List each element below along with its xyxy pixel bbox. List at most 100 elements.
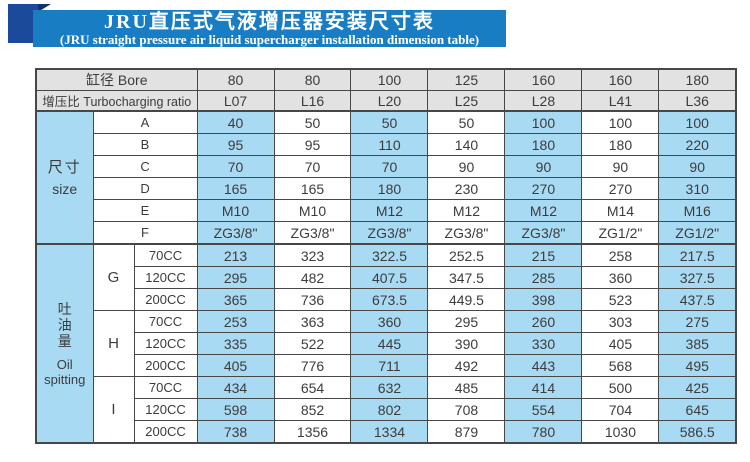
- oil-value-cell: 360: [581, 266, 660, 289]
- oil-value-cell: 398: [504, 288, 583, 311]
- dim-value-cell: 40: [196, 110, 275, 134]
- oil-value-cell: 322.5: [350, 243, 429, 267]
- dim-value-cell: 220: [658, 133, 737, 156]
- ratio-value-cell: L36: [658, 90, 737, 112]
- oil-section-label-line: spitting: [44, 371, 86, 387]
- oil-value-cell: 1356: [273, 420, 352, 444]
- dim-value-cell: 165: [196, 177, 275, 200]
- oil-cc-label: 200CC: [133, 420, 198, 444]
- ratio-value-cell: L25: [427, 90, 506, 112]
- oil-section-label-line: 吐: [57, 300, 72, 317]
- dim-value-cell: 70: [196, 155, 275, 178]
- dim-value-cell: ZG3/8": [427, 221, 506, 245]
- dim-row-label: F: [92, 221, 198, 245]
- oil-value-cell: 879: [427, 420, 506, 444]
- dim-value-cell: ZG3/8": [196, 221, 275, 245]
- ratio-value-cell: L07: [196, 90, 275, 112]
- oil-value-cell: 1334: [350, 420, 429, 444]
- dim-value-cell: M16: [658, 199, 737, 222]
- oil-group-label: H: [92, 310, 135, 377]
- dim-value-cell: 100: [504, 110, 583, 134]
- oil-value-cell: 390: [427, 332, 506, 355]
- oil-value-cell: 586.5: [658, 420, 737, 444]
- table-row: 200CC 405 776 711 492 443 568 495: [36, 354, 737, 377]
- bore-value-cell: 80: [273, 68, 352, 91]
- oil-value-cell: 405: [196, 354, 275, 377]
- oil-value-cell: 303: [581, 310, 660, 333]
- oil-value-cell: 708: [427, 398, 506, 421]
- table-row: 缸径 Bore 80 80 100 125 160 160 180: [35, 68, 737, 91]
- oil-value-cell: 327.5: [658, 266, 737, 289]
- dim-value-cell: 180: [504, 133, 583, 156]
- table-row: C 70 70 70 90 90 90 90: [36, 155, 737, 178]
- bore-value-cell: 100: [350, 68, 429, 91]
- oil-section-label-line: Oil: [56, 356, 73, 372]
- oil-value-cell: 492: [427, 354, 506, 377]
- dim-value-cell: 140: [427, 133, 506, 156]
- oil-value-cell: 736: [273, 288, 352, 311]
- dim-value-cell: 50: [273, 110, 352, 134]
- bore-value-cell: 80: [196, 68, 275, 91]
- dim-value-cell: 90: [581, 155, 660, 178]
- oil-value-cell: 360: [350, 310, 429, 333]
- oil-value-cell: 673.5: [350, 288, 429, 311]
- table-row: 120CC 598 852 802 708 554 704 645: [36, 398, 737, 421]
- dim-value-cell: ZG1/2": [581, 221, 660, 245]
- dim-value-cell: M10: [273, 199, 352, 222]
- oil-cc-label: 120CC: [133, 266, 198, 289]
- table-row: 200CC 365 736 673.5 449.5 398 523 437.5: [36, 288, 737, 311]
- table-row: 200CC 738 1356 1334 879 780 1030 586.5: [36, 420, 737, 444]
- bore-value-cell: 180: [658, 68, 737, 91]
- oil-value-cell: 260: [504, 310, 583, 333]
- oil-value-cell: 495: [658, 354, 737, 377]
- oil-value-cell: 522: [273, 332, 352, 355]
- dim-value-cell: 90: [504, 155, 583, 178]
- bore-value-cell: 125: [427, 68, 506, 91]
- oil-cc-label: 200CC: [133, 354, 198, 377]
- oil-value-cell: 485: [427, 376, 506, 399]
- dimension-table-body: 缸径 Bore 80 80 100 125 160 160 180 增压比 Turbocharg…: [35, 68, 737, 444]
- oil-value-cell: 449.5: [427, 288, 506, 311]
- page-title-zh: JRU直压式气液增压器安装尺寸表: [104, 11, 435, 33]
- oil-cc-label: 70CC: [133, 243, 198, 267]
- dim-value-cell: M12: [427, 199, 506, 222]
- size-section-label-line: 尺寸: [47, 158, 82, 176]
- oil-value-cell: 443: [504, 354, 583, 377]
- dim-value-cell: M12: [504, 199, 583, 222]
- oil-value-cell: 776: [273, 354, 352, 377]
- oil-value-cell: 568: [581, 354, 660, 377]
- oil-value-cell: 852: [273, 398, 352, 421]
- dim-row-label: D: [92, 177, 198, 200]
- title-banner: JRU直压式气液增压器安装尺寸表 (JRU straight pressure …: [33, 10, 506, 47]
- oil-value-cell: 711: [350, 354, 429, 377]
- oil-group-label: G: [92, 243, 135, 311]
- table-row: 120CC 335 522 445 390 330 405 385: [36, 332, 737, 355]
- dim-row-label: B: [92, 133, 198, 156]
- dimension-table: 缸径 Bore 80 80 100 125 160 160 180 增压比 Turbocharg…: [35, 68, 737, 444]
- size-section-label: 尺寸 size: [35, 110, 94, 245]
- table-row: 尺寸 size A 40 50 50 50 100 100 100: [35, 110, 737, 245]
- dim-value-cell: 90: [658, 155, 737, 178]
- oil-value-cell: 213: [196, 243, 275, 267]
- dim-row-label: E: [92, 199, 198, 222]
- dim-value-cell: 100: [658, 110, 737, 134]
- dim-value-cell: 180: [581, 133, 660, 156]
- oil-value-cell: 598: [196, 398, 275, 421]
- oil-value-cell: 445: [350, 332, 429, 355]
- table-row: E M10 M10 M12 M12 M12 M14 M16: [36, 199, 737, 222]
- table-row: I 70CC 434 654 632 485 414 500 425: [36, 376, 737, 444]
- banner-fold-triangle: [38, 4, 51, 12]
- oil-value-cell: 295: [196, 266, 275, 289]
- dim-value-cell: 95: [196, 133, 275, 156]
- oil-value-cell: 437.5: [658, 288, 737, 311]
- oil-value-cell: 425: [658, 376, 737, 399]
- dim-row-label: A: [92, 110, 198, 134]
- table-row: B 95 95 110 140 180 180 220: [36, 133, 737, 156]
- ratio-value-cell: L41: [581, 90, 660, 112]
- table-row: 增压比 Turbocharging ratio L07 L16 L20 L25 L28 L4…: [35, 90, 737, 112]
- oil-section-label-line: 油: [57, 316, 72, 333]
- oil-cc-label: 200CC: [133, 288, 198, 311]
- oil-section-label-line: 量: [57, 332, 72, 349]
- oil-section-label: 吐油量 Oil spitting: [35, 243, 94, 444]
- ratio-row-label: 增压比 Turbocharging ratio: [35, 90, 198, 112]
